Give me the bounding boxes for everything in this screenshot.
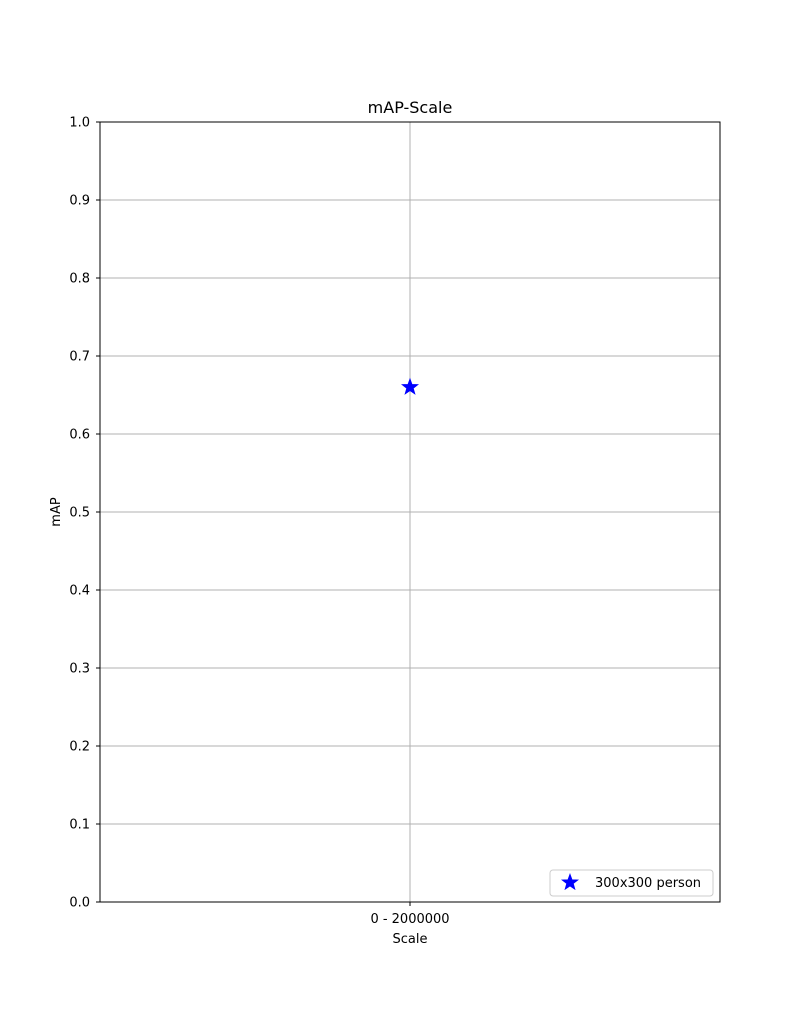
y-tick-label: 0.5 xyxy=(69,506,90,521)
y-tick-label: 0.3 xyxy=(69,662,90,677)
y-axis: 0.0 0.1 0.2 0.3 0.4 0.5 0.6 0.7 0.8 0.9 1.0 xyxy=(69,116,100,911)
y-tick-label: 0.0 xyxy=(69,896,90,911)
y-axis-label: mAP xyxy=(49,497,64,527)
y-tick-label: 0.6 xyxy=(69,428,90,443)
y-tick-label: 1.0 xyxy=(69,116,90,131)
y-tick-label: 0.8 xyxy=(69,272,90,287)
y-tick-label: 0.7 xyxy=(69,350,90,365)
x-tick-label: 0 - 2000000 xyxy=(370,912,449,927)
x-axis: 0 - 2000000 xyxy=(370,902,450,927)
legend-label: 300x300 person xyxy=(595,876,701,891)
y-tick-label: 0.2 xyxy=(69,740,90,755)
data-point-star xyxy=(400,377,420,395)
legend-star-marker-icon xyxy=(560,873,580,891)
x-axis-label: Scale xyxy=(393,932,428,947)
y-tick-label: 0.9 xyxy=(69,194,90,209)
legend-box xyxy=(549,869,714,897)
y-tick-label: 0.4 xyxy=(69,584,90,599)
legend: 300x300 person xyxy=(549,869,714,897)
y-tick-label: 0.1 xyxy=(69,818,90,833)
data-points xyxy=(400,377,420,395)
chart-title: mAP-Scale xyxy=(368,98,453,117)
